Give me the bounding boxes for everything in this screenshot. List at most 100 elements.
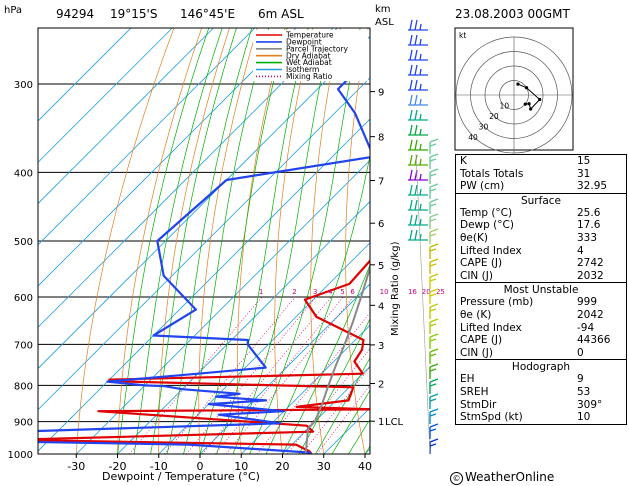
wind-barb-flag <box>429 143 437 147</box>
wind-barb <box>429 318 439 334</box>
hodograph-point <box>524 86 529 90</box>
y-tick-label: 600 <box>14 293 33 304</box>
wind-barb-flag <box>429 398 437 402</box>
wind-barb-flag <box>414 139 418 151</box>
mixing-ratio-tick-label: 6 <box>350 288 355 296</box>
dry-adiabat-line <box>274 28 314 454</box>
mixing-ratio-tick-label: 20 <box>422 288 431 296</box>
wind-barb-flag <box>414 229 418 241</box>
wind-barb <box>408 139 428 151</box>
wind-barb-flag <box>419 23 422 31</box>
wind-barb-flag <box>429 288 439 293</box>
index-label: θe(K) <box>460 231 488 244</box>
wind-barb-flag <box>414 124 418 136</box>
x-axis-label: Dewpoint / Temperature (°C) <box>102 470 260 483</box>
datetime: 23.08.2003 00GMT <box>455 7 570 21</box>
most-unstable-indices: Most Unstable Pressure (mb) 999 θe (K) 2042… <box>456 282 626 359</box>
wind-barb-flag <box>419 128 422 136</box>
index-label: Pressure (mb) <box>460 296 534 309</box>
wind-barb-flag <box>429 138 439 143</box>
mixing-ratio-axis-label: Mixing Ratio (g/kg) <box>390 241 401 336</box>
wind-barb-flag <box>429 168 439 173</box>
wind-barb-flag <box>414 34 418 46</box>
km-tick-label: 3 <box>378 341 384 352</box>
index-value: 999 <box>577 296 598 309</box>
legend-label: Temperature <box>285 31 334 40</box>
wind-barb-flag <box>409 64 413 76</box>
index-row: Totals Totals 31 <box>456 168 626 181</box>
wind-barb-flag <box>429 383 437 387</box>
legend-label: Dry Adiabat <box>286 51 330 60</box>
y-tick-label: 300 <box>14 80 33 91</box>
wet-adiabat-line <box>315 357 370 454</box>
index-value: -94 <box>577 321 595 334</box>
index-label: K <box>460 155 467 167</box>
wind-barb-flag <box>419 158 422 166</box>
isotherm-line <box>38 77 370 411</box>
index-label: Lifted Index <box>460 321 522 334</box>
wind-barb <box>408 49 428 61</box>
index-value: 15 <box>577 155 591 167</box>
wind-barb <box>408 169 428 181</box>
pressure-unit-label: hPa <box>4 5 22 16</box>
x-tick-label: -20 <box>109 460 127 473</box>
wet-adiabat-line <box>150 28 237 454</box>
isotherm-line <box>38 28 297 287</box>
y-tick-label: 800 <box>14 381 33 392</box>
isotherm-line <box>38 28 132 122</box>
wind-barb-flag <box>429 273 439 278</box>
index-row: SREH 53 <box>456 386 626 399</box>
x-tick-label: 30 <box>317 460 331 473</box>
mixing-ratio-tick-label: 4 <box>328 288 333 296</box>
wind-barb-flag <box>419 53 422 61</box>
legend-label: Dewpoint <box>286 38 322 47</box>
wind-barb <box>429 138 439 154</box>
index-value: 2742 <box>577 257 604 270</box>
wind-barb <box>429 333 439 349</box>
copyright-icon: © <box>450 472 463 485</box>
x-tick-label: 0 <box>197 460 204 473</box>
wind-barb-flag <box>419 83 422 91</box>
series-temperature-line <box>38 259 370 454</box>
wind-barb-flag <box>429 258 439 263</box>
index-value: 44366 <box>577 334 611 347</box>
wind-barb-flag <box>429 218 437 222</box>
wind-barb <box>429 168 439 184</box>
index-value: 2032 <box>577 269 604 282</box>
mixing-ratio-tick-label: 5 <box>340 288 344 296</box>
wind-barb-flag <box>429 308 437 312</box>
index-value: 2042 <box>577 308 604 321</box>
wind-barb-flag <box>419 98 422 106</box>
station-lat: 19°15'S <box>110 7 157 21</box>
mixing-ratio-tick-label: 10 <box>380 288 389 296</box>
wind-barb-flag <box>429 318 439 323</box>
index-value: 53 <box>577 385 591 398</box>
wind-barb-flag <box>409 49 413 61</box>
wind-barb <box>429 303 439 319</box>
wind-barb-flag <box>414 49 418 61</box>
index-row: θe (K) 2042 <box>456 309 626 322</box>
index-row: Temp (°C) 25.6 <box>456 207 626 220</box>
wind-barb-flag <box>429 243 439 248</box>
plot-frame <box>37 27 371 455</box>
km-tick-label: 4 <box>378 301 384 312</box>
wind-barb-flag <box>414 109 418 121</box>
station-elevation: 6m ASL <box>258 7 304 21</box>
hodograph-point <box>538 97 542 102</box>
wind-barb-flag <box>429 198 439 203</box>
km-tick-label: 9 <box>378 88 384 99</box>
wind-barb-flag <box>414 19 418 31</box>
wet-adiabat-line <box>166 28 253 454</box>
hodograph-ring-label: 40 <box>468 133 478 142</box>
x-tick-label: -30 <box>67 460 85 473</box>
index-value: 9 <box>577 373 584 386</box>
wind-barb-flag <box>419 113 422 121</box>
wind-barb-flag <box>409 199 413 211</box>
mixing-ratio-line <box>164 296 296 454</box>
km-tick-label: 7 <box>378 177 384 188</box>
index-label: Temp (°C) <box>460 206 513 219</box>
wind-barb-flag <box>419 173 422 181</box>
wind-barb <box>429 438 439 454</box>
wind-barb <box>429 288 439 304</box>
